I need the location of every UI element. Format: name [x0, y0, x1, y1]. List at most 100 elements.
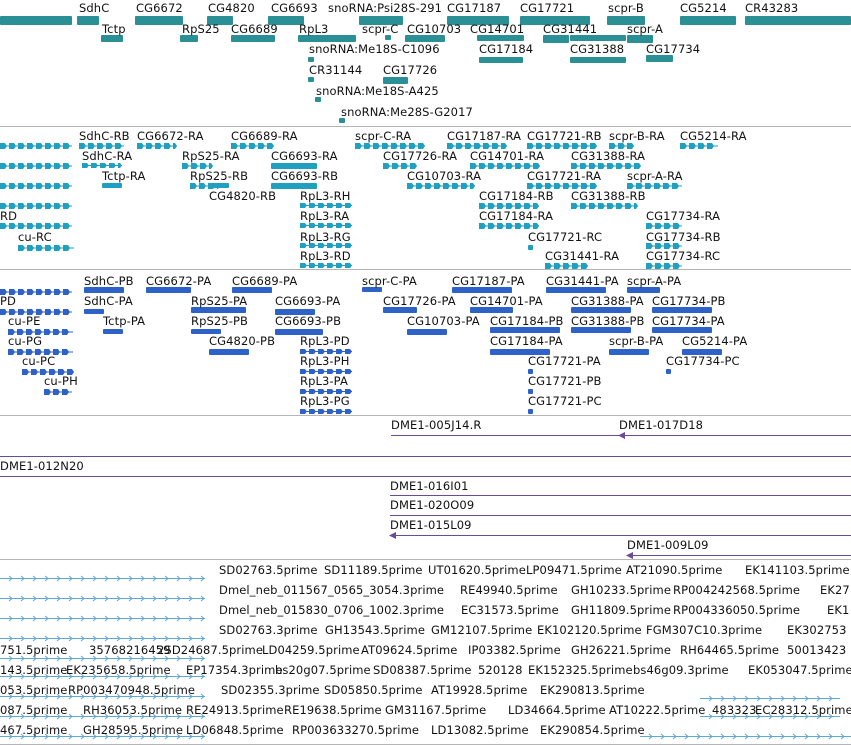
genes-feature-glyph[interactable] [207, 16, 233, 25]
genes-feature-label[interactable]: CG31441 [543, 22, 598, 36]
clones-feature-glyph[interactable] [389, 532, 851, 539]
ests-feature-label[interactable]: 2SD24687.5prime [157, 643, 264, 657]
transcripts-ra-feature-glyph[interactable] [300, 243, 352, 248]
transcripts-pa-feature-glyph[interactable] [191, 329, 221, 334]
transcripts-pa-feature-label[interactable]: SdhC-PB [84, 274, 134, 288]
clones-feature-label[interactable]: DME1-017D18 [619, 418, 704, 432]
transcripts-pa-feature-glyph[interactable] [528, 409, 533, 414]
ests-feature-glyph[interactable] [0, 655, 205, 662]
transcripts-ra-feature-label[interactable]: CG14701-RA [470, 149, 545, 163]
genes-feature-label[interactable]: CG17726 [383, 63, 438, 77]
genes-feature-glyph[interactable] [607, 16, 645, 25]
genes-feature-glyph[interactable] [135, 16, 183, 25]
ests-feature-label[interactable]: IP03382.5prime [468, 643, 561, 657]
transcripts-ra-feature-label[interactable]: CG17721-RA [527, 169, 602, 183]
genes-feature-glyph[interactable] [405, 35, 445, 42]
transcripts-ra-feature-glyph[interactable] [0, 163, 72, 169]
ests-feature-label[interactable]: RH36053.5prime [83, 703, 183, 717]
ests-feature-label[interactable]: GH28595.5prime [83, 723, 184, 737]
transcripts-pa-feature-label[interactable]: CG17721-PB [528, 374, 602, 388]
genes-feature-label[interactable]: RpL3 [299, 22, 329, 36]
transcripts-ra-feature-label[interactable]: SdhC-RB [79, 129, 130, 143]
transcripts-pa-feature-glyph[interactable] [627, 287, 660, 293]
genes-feature-label[interactable]: CR31144 [309, 63, 363, 77]
genes-feature-glyph[interactable] [359, 16, 403, 25]
ests-feature-glyph[interactable] [0, 615, 205, 622]
transcripts-pa-feature-glyph[interactable] [383, 307, 417, 313]
transcripts-pa-feature-glyph[interactable] [275, 329, 323, 335]
transcripts-pa-feature-glyph[interactable] [146, 287, 191, 293]
genes-feature-label[interactable]: CG6689 [231, 22, 278, 36]
transcripts-ra-feature-label[interactable]: scpr-B-RA [609, 129, 665, 143]
genes-feature-glyph[interactable] [339, 118, 345, 123]
ests-feature-label[interactable]: EK152325.5prime [528, 663, 633, 677]
ests-feature-label[interactable]: RP004336050.5prime [673, 603, 801, 617]
transcripts-ra-feature-label[interactable]: cu-RC [18, 230, 52, 244]
ests-feature-label[interactable]: UT01620.5prime [428, 563, 526, 577]
ests-feature-label[interactable]: EK27 [820, 583, 850, 597]
ests-feature-label[interactable]: LP09471.5prime [526, 563, 622, 577]
ests-feature-label[interactable]: EC31573.5prime [461, 603, 559, 617]
transcripts-pa-feature-glyph[interactable] [300, 349, 352, 354]
transcripts-pa-feature-glyph[interactable] [407, 329, 447, 335]
genes-feature-glyph[interactable] [0, 16, 72, 25]
transcripts-pa-feature-glyph[interactable] [0, 289, 72, 295]
ests-feature-label[interactable]: RP003470948.5prime [68, 683, 196, 697]
transcripts-pa-feature-glyph[interactable] [0, 309, 72, 315]
transcripts-pa-feature-label[interactable]: CG5214-PA [682, 334, 748, 348]
transcripts-ra-feature-glyph[interactable] [479, 223, 539, 229]
ests-feature-label[interactable]: EK141103.5prime [745, 563, 850, 577]
genes-feature-glyph[interactable] [308, 77, 314, 82]
genes-feature-glyph[interactable] [479, 57, 523, 63]
transcripts-pa-feature-glyph[interactable] [300, 389, 352, 394]
transcripts-pa-feature-label[interactable]: CG31388-PA [571, 294, 644, 308]
transcripts-ra-feature-label[interactable]: RpL3-RD [300, 249, 351, 263]
transcripts-pa-feature-label[interactable]: cu-PH [44, 374, 78, 388]
genes-feature-glyph[interactable] [745, 16, 851, 25]
ests-feature-label[interactable]: LD13082.5prime [431, 723, 529, 737]
genes-feature-glyph[interactable] [466, 16, 509, 25]
transcripts-ra-feature-label[interactable]: CG6689-RA [231, 129, 298, 143]
ests-feature-label[interactable]: Dmel_neb_011567_0565_3054.3prime [219, 583, 445, 597]
transcripts-pa-feature-label[interactable]: CG17184-PB [490, 314, 564, 328]
transcripts-ra-feature-label[interactable]: CG4820-RB [209, 189, 277, 203]
transcripts-pa-feature-glyph[interactable] [8, 349, 73, 355]
transcripts-ra-feature-glyph[interactable] [300, 203, 352, 208]
transcripts-ra-feature-glyph[interactable] [609, 143, 634, 149]
transcripts-pa-feature-label[interactable]: CG17187-PA [452, 274, 525, 288]
transcripts-pa-feature-label[interactable]: SdhC-PA [84, 294, 133, 308]
transcripts-ra-feature-glyph[interactable] [571, 163, 641, 169]
transcripts-ra-feature-label[interactable]: RpS25-RB [190, 169, 249, 183]
transcripts-pa-feature-label[interactable]: CG31441-PA [546, 274, 619, 288]
genes-feature-label[interactable]: CG5214 [680, 1, 727, 15]
ests-feature-label[interactable]: AT10222.5prime [609, 703, 706, 717]
transcripts-pa-feature-label[interactable]: CG6693-PA [275, 294, 341, 308]
transcripts-ra-feature-glyph[interactable] [79, 143, 124, 149]
ests-feature-glyph[interactable] [0, 693, 205, 700]
transcripts-ra-feature-glyph[interactable] [527, 143, 597, 149]
transcripts-ra-feature-glyph[interactable] [646, 263, 682, 269]
transcripts-pa-feature-label[interactable]: RpL3-PD [300, 334, 350, 348]
ests-feature-label[interactable]: RP004242568.5prime [673, 583, 801, 597]
ests-feature-label[interactable]: EK053047.5prime [748, 663, 851, 677]
genes-feature-glyph[interactable] [268, 16, 304, 25]
genes-feature-label[interactable]: scpr-B [608, 1, 644, 15]
ests-feature-label[interactable]: EK102120.5prime [537, 623, 642, 637]
ests-feature-label[interactable]: bs20g07.5prime [275, 663, 371, 677]
ests-feature-label[interactable]: GM12107.5prime [431, 623, 533, 637]
ests-feature-label[interactable]: EK302753 [787, 623, 847, 637]
transcripts-pa-feature-label[interactable]: CG10703-PA [407, 314, 480, 328]
genes-feature-glyph[interactable] [231, 35, 275, 42]
ests-feature-glyph[interactable] [700, 713, 840, 720]
genes-feature-label[interactable]: SdhC [79, 1, 110, 15]
ests-feature-label[interactable]: 143.5prime [0, 663, 68, 677]
transcripts-pa-feature-glyph[interactable] [84, 287, 124, 293]
ests-feature-label[interactable]: AT21090.5prime [626, 563, 723, 577]
transcripts-ra-feature-glyph[interactable] [383, 163, 417, 169]
transcripts-pa-feature-label[interactable]: CG6693-PB [275, 314, 342, 328]
transcripts-pa-feature-glyph[interactable] [275, 309, 315, 315]
genes-feature-label[interactable]: CG31388 [570, 42, 625, 56]
ests-feature-glyph[interactable] [0, 575, 205, 582]
transcripts-ra-feature-label[interactable]: Tctp-RA [102, 169, 146, 183]
transcripts-pa-feature-label[interactable]: CG6689-PA [232, 274, 298, 288]
